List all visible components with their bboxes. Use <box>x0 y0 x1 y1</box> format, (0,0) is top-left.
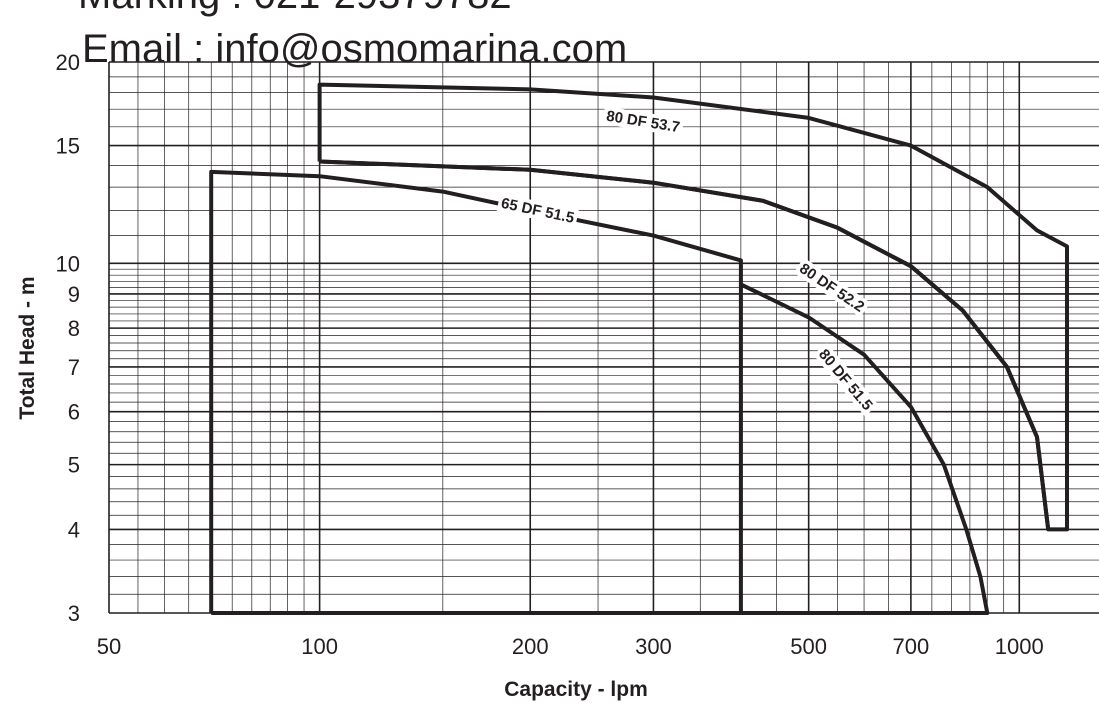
pump-curves <box>209 82 1069 615</box>
minor-grid <box>109 62 1099 613</box>
y-tick-label: 15 <box>56 134 80 159</box>
x-tick-label: 700 <box>893 634 930 659</box>
x-tick-label: 200 <box>512 634 549 659</box>
x-tick-label: 50 <box>97 634 121 659</box>
y-axis-title: Total Head - m <box>16 276 39 419</box>
x-axis-title: Capacity - lpm <box>504 678 648 701</box>
curve-label-background <box>496 193 579 228</box>
x-tick-label: 100 <box>301 634 338 659</box>
y-tick-label: 3 <box>68 601 80 626</box>
curve-label: 80 DF 53.7 <box>605 108 681 136</box>
curve-labels: 80 DF 53.780 DF 52.265 DF 51.580 DF 51.5 <box>496 106 879 417</box>
curve-label: 65 DF 51.5 <box>500 195 576 227</box>
curve-label-group: 65 DF 51.5 <box>496 193 579 228</box>
curve-label-group: 80 DF 53.7 <box>602 106 685 137</box>
x-tick-label: 500 <box>790 634 827 659</box>
x-tick-label: 300 <box>635 634 672 659</box>
major-grid <box>108 61 1099 614</box>
curve-80-df-52-2 <box>319 159 1051 530</box>
header-email: Email : info@osmomarina.com <box>82 27 627 71</box>
curve-65-df-51-5 <box>209 169 743 615</box>
curve-label-group: 80 DF 51.5 <box>813 343 879 417</box>
y-tick-label: 8 <box>68 316 80 341</box>
tick-labels: 50 100 200 300 500 700 1000 3 4 5 6 7 8 9 10 15 20 <box>56 50 1044 659</box>
curve-label-background <box>602 106 685 137</box>
curve-80-df-51-5 <box>740 282 990 615</box>
y-tick-label: 7 <box>68 355 80 380</box>
y-tick-label: 4 <box>68 517 80 542</box>
y-tick-label: 6 <box>68 400 80 425</box>
y-tick-label: 10 <box>56 251 80 276</box>
y-tick-label: 9 <box>68 282 80 307</box>
y-tick-label: 5 <box>68 453 80 478</box>
y-tick-label: 20 <box>56 50 80 75</box>
curve-label-background <box>813 343 879 417</box>
header-marking: Marking : 021-29379782 <box>78 0 512 17</box>
curve-label-background <box>793 257 871 318</box>
x-tick-label: 1000 <box>995 634 1044 659</box>
